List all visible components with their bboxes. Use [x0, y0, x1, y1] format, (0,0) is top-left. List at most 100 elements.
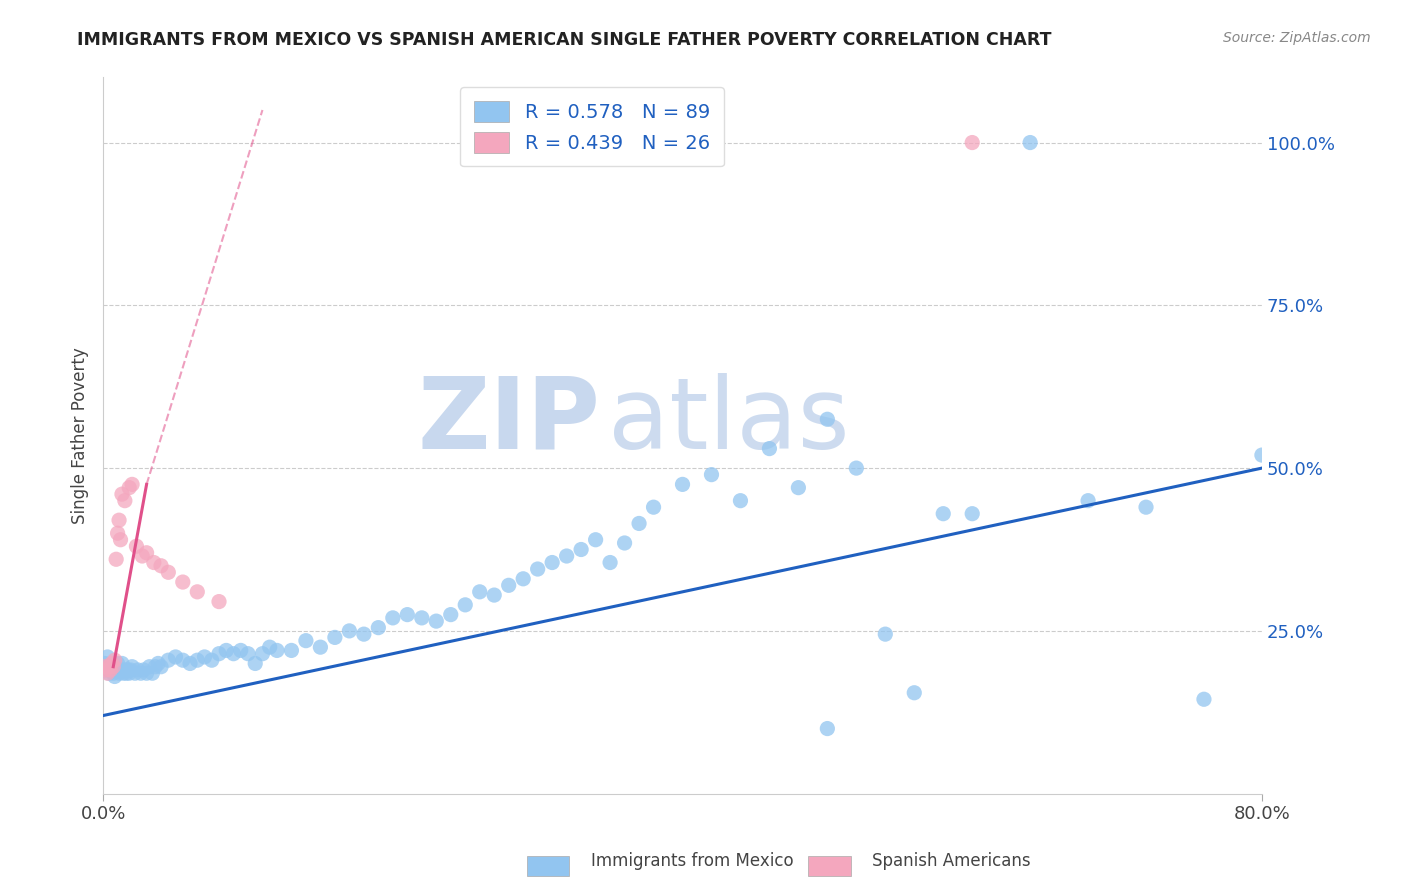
Point [105, 552, 128, 566]
Point [104, 669, 127, 683]
Point [758, 442, 780, 456]
Point [569, 542, 592, 557]
Point [138, 659, 160, 673]
Point [337, 624, 360, 638]
Point [100, 663, 122, 677]
Point [628, 516, 651, 531]
Point [172, 575, 194, 590]
Point [143, 659, 166, 673]
Point [104, 653, 127, 667]
Point [309, 640, 332, 655]
Point [114, 663, 136, 677]
Point [700, 467, 723, 482]
Point [381, 611, 404, 625]
Point [179, 657, 201, 671]
Point [252, 647, 274, 661]
Point [165, 649, 187, 664]
Point [97, 659, 120, 673]
Point [815, 722, 838, 736]
Point [193, 649, 215, 664]
Text: Immigrants from Mexico: Immigrants from Mexico [591, 852, 793, 870]
Point [121, 659, 143, 673]
Point [229, 643, 252, 657]
Point [108, 666, 131, 681]
Point [111, 657, 134, 671]
Point [150, 558, 173, 573]
Point [157, 566, 180, 580]
Point [585, 533, 607, 547]
Point [101, 663, 124, 677]
Point [245, 657, 267, 671]
Point [454, 598, 477, 612]
Point [440, 607, 463, 622]
Point [129, 666, 152, 681]
Point [110, 533, 132, 547]
Point [94, 663, 117, 677]
Point [222, 647, 245, 661]
Point [141, 666, 163, 681]
Text: Spanish Americans: Spanish Americans [872, 852, 1031, 870]
Point [266, 643, 288, 657]
Point [541, 556, 564, 570]
Point [599, 556, 621, 570]
Point [124, 666, 146, 681]
Point [135, 666, 157, 681]
Point [131, 549, 153, 563]
Point [172, 653, 194, 667]
Point [142, 556, 165, 570]
Point [93, 659, 115, 673]
Point [815, 412, 838, 426]
Point [118, 666, 141, 681]
Point [107, 526, 129, 541]
Point [208, 647, 231, 661]
Point [845, 461, 868, 475]
Text: Source: ZipAtlas.com: Source: ZipAtlas.com [1223, 31, 1371, 45]
Point [108, 513, 131, 527]
Point [112, 666, 135, 681]
Point [613, 536, 636, 550]
Point [103, 659, 125, 673]
Point [787, 481, 810, 495]
Point [107, 657, 129, 671]
Point [101, 657, 124, 671]
Point [1251, 448, 1274, 462]
Point [960, 507, 983, 521]
Point [526, 562, 548, 576]
Legend: R = 0.578   N = 89, R = 0.439   N = 26: R = 0.578 N = 89, R = 0.439 N = 26 [461, 87, 724, 167]
Point [555, 549, 578, 563]
Point [96, 666, 118, 681]
Point [280, 643, 302, 657]
Point [103, 666, 125, 681]
Text: ZIP: ZIP [418, 373, 600, 470]
Point [157, 653, 180, 667]
Point [111, 487, 134, 501]
Point [208, 594, 231, 608]
Point [1077, 493, 1099, 508]
Point [120, 663, 142, 677]
Point [498, 578, 520, 592]
Point [114, 493, 136, 508]
Point [97, 666, 120, 681]
Point [150, 659, 173, 673]
Point [93, 657, 115, 671]
Point [100, 659, 122, 673]
Point [125, 539, 148, 553]
Point [96, 649, 118, 664]
Point [215, 643, 238, 657]
Point [132, 663, 155, 677]
Point [1192, 692, 1215, 706]
Point [396, 607, 419, 622]
Text: IMMIGRANTS FROM MEXICO VS SPANISH AMERICAN SINGLE FATHER POVERTY CORRELATION CHA: IMMIGRANTS FROM MEXICO VS SPANISH AMERIC… [77, 31, 1052, 49]
Point [186, 584, 208, 599]
Point [118, 481, 141, 495]
Point [353, 627, 375, 641]
Point [643, 500, 665, 515]
Point [323, 631, 346, 645]
Point [484, 588, 506, 602]
Point [730, 493, 752, 508]
Point [512, 572, 534, 586]
Point [236, 647, 259, 661]
Point [115, 666, 138, 681]
Point [411, 611, 433, 625]
Point [932, 507, 955, 521]
